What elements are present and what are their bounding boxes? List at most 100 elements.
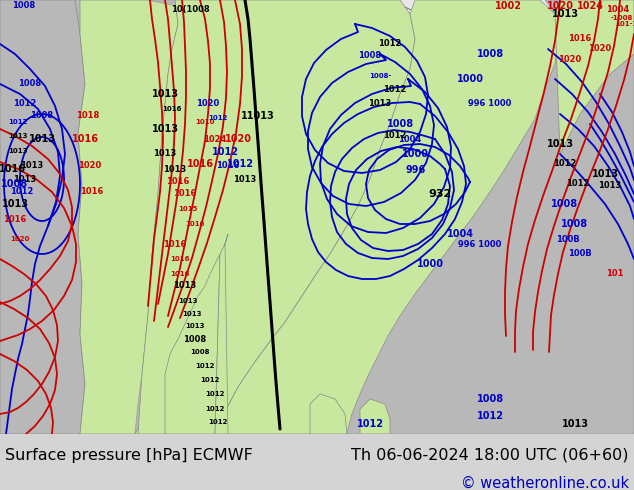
Text: 1012: 1012 <box>384 84 406 94</box>
Text: 1013: 1013 <box>29 134 56 144</box>
Text: 1012: 1012 <box>566 179 590 189</box>
Text: 1016: 1016 <box>186 159 214 169</box>
Text: 1012: 1012 <box>200 377 220 383</box>
Text: 1013: 1013 <box>562 419 588 429</box>
Text: 1012: 1012 <box>13 99 37 108</box>
Text: 1008: 1008 <box>1 179 29 189</box>
Polygon shape <box>310 394 347 434</box>
Text: 1012: 1012 <box>195 363 215 369</box>
Text: Surface pressure [hPa] ECMWF: Surface pressure [hPa] ECMWF <box>5 448 253 463</box>
Text: 1004: 1004 <box>446 229 474 239</box>
Text: 1016: 1016 <box>3 215 27 223</box>
Text: 1012: 1012 <box>226 159 254 169</box>
Text: 996: 996 <box>406 165 426 175</box>
Text: 1008: 1008 <box>552 199 579 209</box>
Text: 1000: 1000 <box>456 74 484 84</box>
Text: 1020: 1020 <box>547 1 574 11</box>
Text: 1013: 1013 <box>233 174 257 183</box>
Text: 1008-: 1008- <box>369 73 391 79</box>
Text: 1012: 1012 <box>205 391 224 397</box>
Text: 1012: 1012 <box>209 115 228 121</box>
Text: 1016: 1016 <box>171 256 190 262</box>
Text: 1012: 1012 <box>384 131 406 141</box>
Text: 1013: 1013 <box>8 133 28 139</box>
Polygon shape <box>360 399 390 434</box>
Text: 1015: 1015 <box>178 206 198 212</box>
Text: Th 06-06-2024 18:00 UTC (06+60): Th 06-06-2024 18:00 UTC (06+60) <box>351 448 629 463</box>
Polygon shape <box>165 254 220 434</box>
Text: 1013: 1013 <box>592 169 619 179</box>
Text: 1013: 1013 <box>552 9 578 19</box>
Text: 1004: 1004 <box>398 134 422 144</box>
Text: 996 1000: 996 1000 <box>469 99 512 108</box>
Text: 1008: 1008 <box>30 112 53 121</box>
Text: 1016: 1016 <box>568 34 592 44</box>
Text: 1012: 1012 <box>356 419 384 429</box>
Text: 1013: 1013 <box>8 148 28 154</box>
Polygon shape <box>555 0 634 154</box>
Text: 100B: 100B <box>556 235 580 244</box>
Text: 1020: 1020 <box>588 45 612 53</box>
Text: 1012: 1012 <box>378 40 402 49</box>
Text: 1000: 1000 <box>417 259 444 269</box>
Text: 1008: 1008 <box>562 219 588 229</box>
Text: 1012: 1012 <box>212 147 238 157</box>
Text: 1018: 1018 <box>76 112 100 121</box>
Text: 1012: 1012 <box>205 406 224 412</box>
Text: 10(1008: 10(1008 <box>171 5 209 15</box>
Text: 1016: 1016 <box>166 177 190 187</box>
Text: 1016: 1016 <box>185 221 205 227</box>
Text: 1013: 1013 <box>173 281 197 291</box>
Text: 1010: 1010 <box>195 119 215 125</box>
Text: 1020: 1020 <box>10 236 30 242</box>
Text: 100B: 100B <box>568 249 592 259</box>
Text: 1024: 1024 <box>204 134 227 144</box>
Polygon shape <box>215 234 228 434</box>
Text: 1016: 1016 <box>81 188 104 196</box>
Text: 1008: 1008 <box>18 79 42 89</box>
Text: 1016: 1016 <box>216 162 240 171</box>
Polygon shape <box>135 0 220 434</box>
Polygon shape <box>0 0 85 434</box>
Text: 1016: 1016 <box>173 190 197 198</box>
Text: 1008: 1008 <box>13 1 36 10</box>
Text: 1008: 1008 <box>190 349 210 355</box>
Text: 1008: 1008 <box>476 49 503 59</box>
Text: 1016: 1016 <box>164 240 186 248</box>
Text: 1020: 1020 <box>559 54 581 64</box>
Text: 1020: 1020 <box>197 99 219 108</box>
Text: 1024: 1024 <box>576 1 604 11</box>
Text: -1008: -1008 <box>611 15 633 21</box>
Polygon shape <box>78 0 220 434</box>
Text: 1013: 1013 <box>1 199 29 209</box>
Text: 1013: 1013 <box>20 162 44 171</box>
Text: 1008: 1008 <box>183 335 207 343</box>
Text: 1008: 1008 <box>358 51 382 60</box>
Text: 1013: 1013 <box>182 311 202 317</box>
Text: 996 1000: 996 1000 <box>458 240 501 248</box>
Text: 1012: 1012 <box>10 188 34 196</box>
Polygon shape <box>347 0 634 434</box>
Text: 101-10: 101-10 <box>616 21 634 27</box>
Text: 1013: 1013 <box>152 89 179 99</box>
Polygon shape <box>70 0 240 434</box>
Text: 1004: 1004 <box>606 5 630 15</box>
Text: 1012: 1012 <box>8 119 28 125</box>
Text: 101: 101 <box>606 270 624 278</box>
Text: 1016: 1016 <box>0 164 25 174</box>
Text: 1016: 1016 <box>72 134 98 144</box>
Text: 1013: 1013 <box>153 149 177 158</box>
Text: 1013: 1013 <box>547 139 574 149</box>
Text: 1013: 1013 <box>598 181 621 191</box>
Text: 1000: 1000 <box>401 149 429 159</box>
Text: 1002: 1002 <box>495 1 522 11</box>
Polygon shape <box>215 0 560 434</box>
Text: 1012: 1012 <box>553 160 577 169</box>
Text: 1013: 1013 <box>185 323 205 329</box>
Text: 1016: 1016 <box>171 271 190 277</box>
Text: 1020: 1020 <box>79 162 101 171</box>
Text: 1013: 1013 <box>13 174 37 183</box>
Text: 11013: 11013 <box>241 111 275 121</box>
Polygon shape <box>0 0 110 434</box>
Text: © weatheronline.co.uk: © weatheronline.co.uk <box>461 476 629 490</box>
